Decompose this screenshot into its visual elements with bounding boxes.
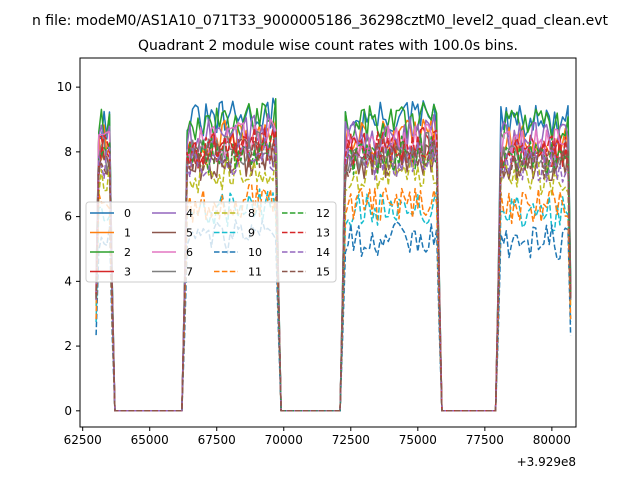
legend-label-15: 15	[316, 266, 330, 279]
legend-label-8: 8	[248, 207, 255, 220]
legend-label-7: 7	[186, 266, 193, 279]
axis-ticks: 62500 65000 67500 70000 72500 75000 77500 80000…	[57, 80, 571, 447]
legend-label-12: 12	[316, 207, 330, 220]
y-tick-label: 4	[64, 274, 72, 288]
legend-label-13: 13	[316, 227, 330, 240]
legend-label-6: 6	[186, 246, 193, 259]
legend-label-5: 5	[186, 227, 193, 240]
legend-label-1: 1	[124, 227, 131, 240]
legend-label-10: 10	[248, 246, 262, 259]
legend-label-9: 9	[248, 227, 255, 240]
legend-label-14: 14	[316, 246, 330, 259]
x-tick-label: 75000	[399, 433, 437, 447]
x-tick-label: 62500	[64, 433, 102, 447]
figure-suptitle: n file: modeM0/AS1A10_071T33_9000005186_…	[32, 13, 609, 29]
x-offset-label: +3.929e8	[517, 455, 576, 469]
y-tick-label: 0	[64, 404, 72, 418]
plot-area	[95, 97, 572, 412]
x-tick-label: 72500	[332, 433, 370, 447]
legend-frame	[85, 201, 337, 283]
x-tick-label: 80000	[533, 433, 571, 447]
series-line-15	[95, 137, 572, 412]
legend-label-0: 0	[124, 207, 131, 220]
y-tick-label: 10	[57, 80, 72, 94]
y-tick-label: 8	[64, 145, 72, 159]
x-tick-label: 70000	[265, 433, 303, 447]
legend-label-2: 2	[124, 246, 131, 259]
chart-title: Quadrant 2 module wise count rates with …	[138, 38, 518, 54]
legend-label-3: 3	[124, 266, 131, 279]
legend-label-11: 11	[248, 266, 262, 279]
legend-label-4: 4	[186, 207, 193, 220]
y-tick-label: 6	[64, 210, 72, 224]
x-tick-label: 65000	[131, 433, 169, 447]
axes-frame	[79, 57, 577, 428]
x-tick-label: 77500	[466, 433, 504, 447]
y-tick-label: 2	[64, 339, 72, 353]
x-tick-label: 67500	[198, 433, 236, 447]
